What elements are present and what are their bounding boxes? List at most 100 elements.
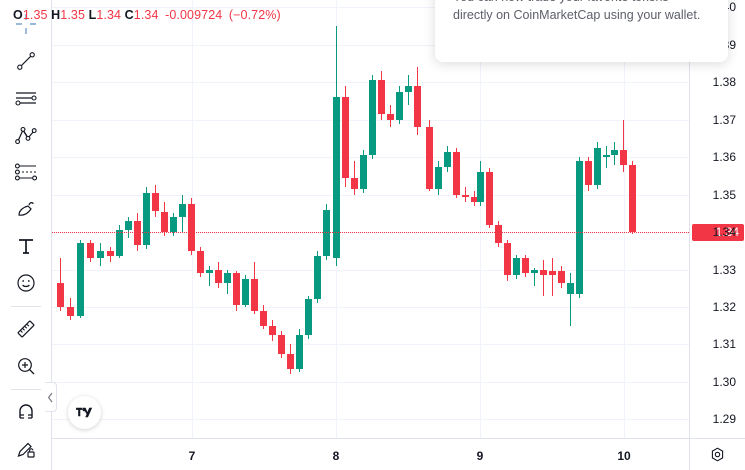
candle-body bbox=[513, 258, 520, 276]
gridline-horizontal bbox=[52, 306, 689, 308]
price-axis-tick: 1.34 bbox=[712, 225, 736, 240]
candle-body bbox=[453, 151, 460, 195]
measure-tool[interactable] bbox=[7, 311, 45, 347]
gridline-vertical bbox=[480, 0, 481, 438]
pitchfork-tool[interactable] bbox=[7, 117, 45, 153]
candle-body bbox=[125, 220, 132, 231]
candle-body bbox=[414, 86, 421, 128]
candle-wick bbox=[552, 258, 553, 296]
candle-body bbox=[620, 149, 627, 165]
gridline-horizontal bbox=[52, 344, 689, 346]
promo-tooltip[interactable]: You can now trade your favorite tokens d… bbox=[435, 0, 728, 62]
price-axis-tick: 1.29 bbox=[712, 412, 736, 427]
candle-body bbox=[603, 155, 610, 158]
horizontal-lines-tool[interactable] bbox=[7, 80, 45, 116]
candle-wick bbox=[606, 146, 607, 169]
candle-body bbox=[611, 149, 618, 156]
chevron-left-icon bbox=[47, 392, 53, 402]
gridline-horizontal bbox=[52, 7, 689, 9]
tradingview-logo-button[interactable] bbox=[68, 396, 101, 429]
price-axis-tick: 1.31 bbox=[712, 337, 736, 352]
candle-body bbox=[97, 250, 104, 259]
candle-body bbox=[87, 243, 94, 259]
gridline-horizontal bbox=[52, 157, 689, 159]
candle-body bbox=[531, 269, 538, 274]
price-axis-tick: 1.33 bbox=[712, 262, 736, 277]
candle-body bbox=[462, 194, 469, 197]
candle-body bbox=[260, 310, 267, 326]
candle-body bbox=[278, 335, 285, 354]
candle-body bbox=[296, 335, 303, 369]
candle-body bbox=[233, 273, 240, 306]
gridline-horizontal bbox=[52, 269, 689, 271]
current-price-line bbox=[52, 232, 689, 234]
candle-body bbox=[405, 86, 412, 92]
current-price-line-layer bbox=[52, 0, 689, 470]
toolbar-collapse-handle[interactable] bbox=[45, 382, 57, 412]
candle-body bbox=[426, 127, 433, 190]
price-axis-tick: 1.37 bbox=[712, 112, 736, 127]
fib-retracement-tool[interactable] bbox=[7, 154, 45, 190]
price-axis-tick: 1.38 bbox=[712, 75, 736, 90]
legend-high-label: H bbox=[51, 8, 61, 22]
candle-body bbox=[206, 269, 213, 274]
legend-close-value: 1.34 bbox=[133, 8, 159, 22]
emoji-tool[interactable] bbox=[7, 265, 45, 301]
time-axis-tick: 10 bbox=[617, 449, 631, 463]
candle-body bbox=[360, 155, 367, 190]
trend-line-tool[interactable] bbox=[7, 43, 45, 79]
lock-drawings-tool[interactable] bbox=[7, 431, 45, 467]
candle-body bbox=[197, 250, 204, 274]
price-axis-tick: 1.32 bbox=[712, 299, 736, 314]
candlestick-series bbox=[52, 0, 689, 470]
candle-body bbox=[549, 271, 556, 276]
price-axis-tick: 1.30 bbox=[712, 374, 736, 389]
candle-body bbox=[477, 172, 484, 203]
candle-body bbox=[486, 172, 493, 225]
text-tool[interactable] bbox=[7, 228, 45, 264]
candle-body bbox=[314, 256, 321, 300]
axis-settings-corner[interactable] bbox=[689, 438, 745, 470]
candle-body bbox=[629, 164, 636, 233]
toolbar-divider-2 bbox=[10, 389, 41, 390]
magnet-tool[interactable] bbox=[7, 394, 45, 430]
crosshair-tool[interactable] bbox=[7, 6, 45, 42]
candle-body bbox=[567, 282, 574, 294]
brush-tool[interactable] bbox=[7, 191, 45, 227]
candle-body bbox=[224, 273, 231, 283]
zoom-in-tool[interactable] bbox=[7, 348, 45, 384]
candle-body bbox=[152, 192, 159, 212]
toolbar-divider-1 bbox=[10, 306, 41, 307]
chart-canvas[interactable] bbox=[52, 0, 689, 470]
target-icon bbox=[711, 447, 724, 462]
ohlc-legend: O1.35 H1.35 L1.34 C1.34 -0.009724 (−0.72… bbox=[13, 8, 281, 22]
time-axis[interactable]: 7 8 9 10 bbox=[52, 438, 689, 470]
candle-body bbox=[77, 243, 84, 317]
candle-wick bbox=[623, 119, 624, 173]
price-axis-tick: 1.36 bbox=[712, 150, 736, 165]
candle-body bbox=[495, 224, 502, 244]
time-axis-tick: 9 bbox=[476, 449, 484, 463]
candle-body bbox=[585, 160, 592, 186]
candle-body bbox=[170, 217, 177, 233]
candle-body bbox=[251, 278, 258, 311]
candle-wick bbox=[570, 273, 571, 326]
candle-body bbox=[576, 160, 583, 294]
current-price-badge: 1.34 bbox=[692, 224, 744, 242]
candle-body bbox=[179, 204, 186, 218]
candle-body bbox=[396, 91, 403, 120]
price-axis-tick: 1.35 bbox=[712, 187, 736, 202]
candle-body bbox=[287, 353, 294, 369]
price-axis[interactable]: 1.34 1.401.391.381.371.361.351.341.331.3… bbox=[689, 0, 745, 470]
legend-high-value: 1.35 bbox=[60, 8, 86, 22]
candle-body bbox=[333, 97, 340, 259]
candle-body bbox=[387, 114, 394, 120]
candle-body bbox=[305, 299, 312, 336]
candle-body bbox=[351, 177, 358, 190]
legend-change-percent: (−0.72%) bbox=[228, 8, 281, 22]
candle-body bbox=[504, 243, 511, 276]
legend-change-absolute: -0.009724 bbox=[165, 8, 223, 22]
candle-body bbox=[188, 204, 195, 251]
legend-low-label: L bbox=[88, 8, 97, 22]
